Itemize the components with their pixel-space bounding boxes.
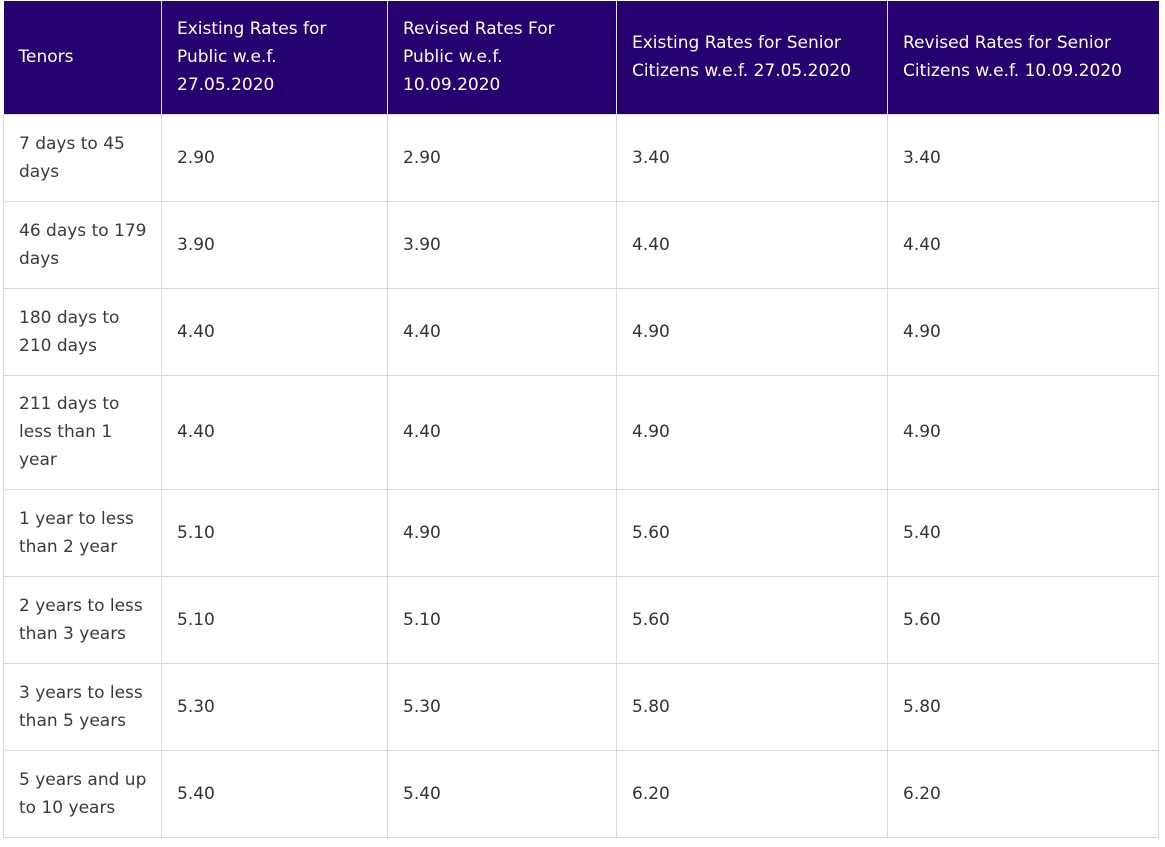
table-header-row: Tenors Existing Rates for Public w.e.f. … bbox=[3, 1, 1159, 115]
rate-cell: 5.80 bbox=[616, 662, 888, 751]
rate-cell: 5.30 bbox=[387, 662, 617, 751]
rate-cell: 4.90 bbox=[387, 488, 617, 577]
table-row: 2 years to less than 3 years 5.10 5.10 5… bbox=[3, 575, 1159, 664]
rate-cell: 5.40 bbox=[887, 488, 1159, 577]
rate-cell: 5.40 bbox=[387, 749, 617, 838]
rate-cell: 4.90 bbox=[616, 374, 888, 490]
rate-cell: 5.10 bbox=[387, 575, 617, 664]
rate-cell: 5.60 bbox=[616, 488, 888, 577]
rate-cell: 5.80 bbox=[887, 662, 1159, 751]
rate-cell: 4.90 bbox=[887, 374, 1159, 490]
table-row: 3 years to less than 5 years 5.30 5.30 5… bbox=[3, 662, 1159, 751]
rate-cell: 3.40 bbox=[616, 113, 888, 202]
tenor-cell: 211 days to less than 1 year bbox=[3, 374, 162, 490]
rate-cell: 4.90 bbox=[887, 287, 1159, 376]
rate-cell: 3.40 bbox=[887, 113, 1159, 202]
fd-rates-table: Tenors Existing Rates for Public w.e.f. … bbox=[3, 1, 1159, 838]
rate-cell: 4.40 bbox=[387, 374, 617, 490]
rate-cell: 4.40 bbox=[161, 287, 388, 376]
tenor-cell: 180 days to 210 days bbox=[3, 287, 162, 376]
table-row: 5 years and up to 10 years 5.40 5.40 6.2… bbox=[3, 749, 1159, 838]
header-tenors: Tenors bbox=[3, 1, 162, 115]
table-row: 46 days to 179 days 3.90 3.90 4.40 4.40 bbox=[3, 200, 1159, 289]
rate-cell: 4.40 bbox=[887, 200, 1159, 289]
tenor-cell: 7 days to 45 days bbox=[3, 113, 162, 202]
rate-cell: 5.10 bbox=[161, 488, 388, 577]
rate-cell: 2.90 bbox=[387, 113, 617, 202]
fd-rates-table-container: Tenors Existing Rates for Public w.e.f. … bbox=[3, 1, 1159, 838]
rate-cell: 4.90 bbox=[616, 287, 888, 376]
rate-cell: 6.20 bbox=[887, 749, 1159, 838]
table-row: 7 days to 45 days 2.90 2.90 3.40 3.40 bbox=[3, 113, 1159, 202]
tenor-cell: 2 years to less than 3 years bbox=[3, 575, 162, 664]
table-row: 180 days to 210 days 4.40 4.40 4.90 4.90 bbox=[3, 287, 1159, 376]
rate-cell: 5.60 bbox=[887, 575, 1159, 664]
tenor-cell: 1 year to less than 2 year bbox=[3, 488, 162, 577]
rate-cell: 3.90 bbox=[387, 200, 617, 289]
rate-cell: 5.10 bbox=[161, 575, 388, 664]
rate-cell: 4.40 bbox=[387, 287, 617, 376]
header-revised-senior: Revised Rates for Senior Citizens w.e.f.… bbox=[887, 1, 1159, 115]
rate-cell: 4.40 bbox=[616, 200, 888, 289]
table-row: 211 days to less than 1 year 4.40 4.40 4… bbox=[3, 374, 1159, 490]
table-row: 1 year to less than 2 year 5.10 4.90 5.6… bbox=[3, 488, 1159, 577]
rate-cell: 2.90 bbox=[161, 113, 388, 202]
tenor-cell: 3 years to less than 5 years bbox=[3, 662, 162, 751]
rate-cell: 5.60 bbox=[616, 575, 888, 664]
rate-cell: 4.40 bbox=[161, 374, 388, 490]
header-existing-public: Existing Rates for Public w.e.f. 27.05.2… bbox=[161, 1, 388, 115]
rate-cell: 5.30 bbox=[161, 662, 388, 751]
rate-cell: 3.90 bbox=[161, 200, 388, 289]
rate-cell: 6.20 bbox=[616, 749, 888, 838]
tenor-cell: 46 days to 179 days bbox=[3, 200, 162, 289]
header-existing-senior: Existing Rates for Senior Citizens w.e.f… bbox=[616, 1, 888, 115]
tenor-cell: 5 years and up to 10 years bbox=[3, 749, 162, 838]
rate-cell: 5.40 bbox=[161, 749, 388, 838]
header-revised-public: Revised Rates For Public w.e.f. 10.09.20… bbox=[387, 1, 617, 115]
